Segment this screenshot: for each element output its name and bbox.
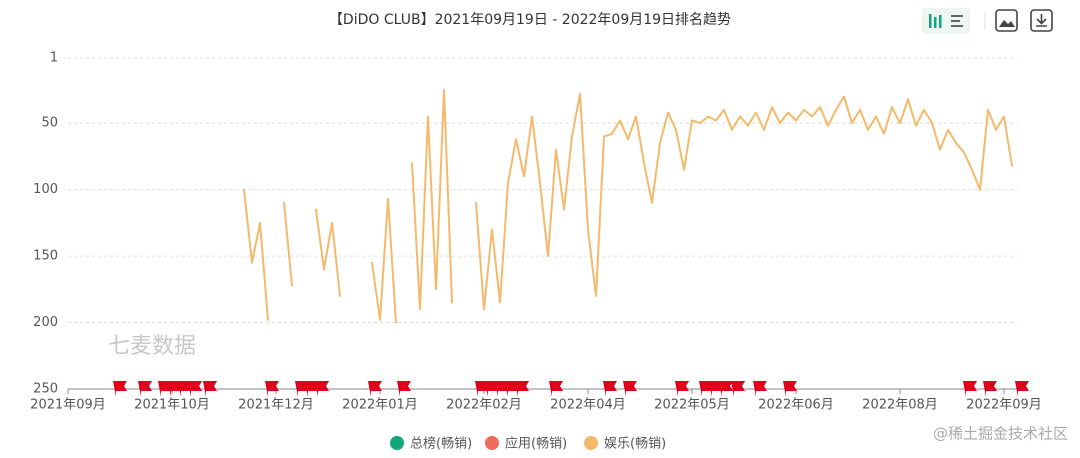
event-flag	[675, 381, 689, 397]
y-tick-label: 100	[33, 182, 58, 197]
event-flag	[699, 381, 713, 397]
event-flag	[731, 381, 745, 397]
event-flag	[113, 381, 127, 397]
x-tick-label: 2021年09月	[30, 398, 106, 413]
event-flag	[485, 381, 499, 397]
event-flag	[178, 381, 192, 397]
legend-label: 娱乐(畅销)	[604, 437, 666, 452]
credit: @稀土掘金技术社区	[933, 425, 1068, 443]
x-tick-label: 2022年05月	[654, 398, 730, 413]
event-flag	[475, 381, 489, 397]
event-flag	[515, 381, 529, 397]
event-flag	[368, 381, 382, 397]
y-tick-label: 150	[33, 249, 58, 264]
toolbar	[922, 8, 1053, 34]
event-flag	[963, 381, 977, 397]
legend-swatch	[485, 436, 499, 450]
event-flag	[783, 381, 797, 397]
event-flag	[495, 381, 509, 397]
event-flag	[397, 381, 411, 397]
x-tick-label: 2022年04月	[550, 398, 626, 413]
y-tick-label: 1	[50, 51, 58, 66]
chart-title: 【DiDO CLUB】2021年09月19日 - 2022年09月19日排名趋势	[329, 12, 731, 28]
event-flag	[265, 381, 279, 397]
event-flag	[603, 381, 617, 397]
event-flag	[719, 381, 733, 397]
event-flag	[983, 381, 997, 397]
x-tick-label: 2022年08月	[862, 398, 938, 413]
event-flag	[203, 381, 217, 397]
event-flag	[315, 381, 329, 397]
event-flag	[158, 381, 172, 397]
x-tick-label: 2022年02月	[446, 398, 522, 413]
event-flag	[295, 381, 309, 397]
download-button[interactable]	[1030, 9, 1053, 32]
y-tick-label: 200	[33, 315, 58, 330]
legend-swatch	[584, 436, 598, 450]
event-flag	[709, 381, 723, 397]
event-flag	[623, 381, 637, 397]
image-button[interactable]	[995, 9, 1018, 32]
x-tick-label: 2022年09月	[966, 398, 1042, 413]
event-flag	[305, 381, 319, 397]
watermark: 七麦数据	[108, 334, 196, 359]
event-flag	[753, 381, 767, 397]
x-tick-label: 2022年06月	[758, 398, 834, 413]
event-flag	[138, 381, 152, 397]
y-tick-label: 250	[33, 382, 58, 397]
x-tick-label: 2022年01月	[342, 398, 418, 413]
event-flag	[549, 381, 563, 397]
event-flag	[1015, 381, 1029, 397]
x-tick-label: 2021年10月	[134, 398, 210, 413]
legend-label: 应用(畅销)	[505, 436, 567, 452]
event-flag	[505, 381, 519, 397]
event-flag	[188, 381, 202, 397]
event-flag	[168, 381, 182, 397]
legend-swatch	[390, 436, 404, 450]
x-tick-label: 2021年12月	[238, 398, 314, 413]
legend-label: 总榜(畅销)	[410, 436, 472, 452]
y-tick-label: 50	[41, 116, 58, 131]
series-line	[243, 88, 1013, 324]
